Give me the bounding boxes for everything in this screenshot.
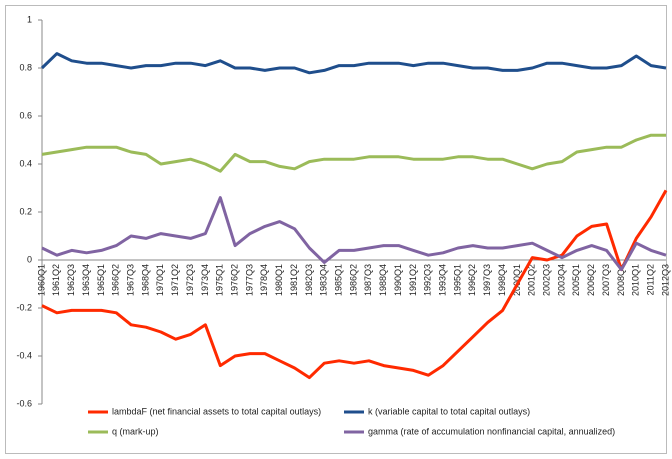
x-tick-label: 1982Q3 (304, 264, 314, 296)
x-tick-label: 1975Q1 (215, 264, 225, 296)
x-tick-label: 2002Q3 (542, 264, 552, 296)
x-tick-label: 2012Q3 (660, 264, 670, 296)
series-line (41, 196, 667, 272)
x-tick-label: 1998Q4 (497, 264, 507, 296)
x-tick-label: 1965Q1 (96, 264, 106, 296)
y-tick-label: 0.4 (19, 158, 32, 168)
x-tick-label: 1980Q1 (274, 264, 284, 296)
x-tick-label: 1967Q3 (126, 264, 136, 296)
y-tick-label: 0.8 (19, 62, 32, 72)
series-line (41, 133, 666, 173)
x-tick-label: 1991Q2 (408, 264, 418, 296)
x-tick-label: 1977Q3 (244, 264, 254, 296)
y-tick-label: 0.2 (19, 206, 32, 216)
x-tick-label: 2000Q1 (512, 264, 522, 296)
x-tick-label: 1972Q3 (185, 264, 195, 296)
series-line (40, 52, 667, 75)
x-tick-label: 1981Q2 (289, 264, 299, 296)
x-tick-label: 1985Q1 (334, 264, 344, 296)
x-tick-label: 1988Q4 (378, 264, 388, 296)
x-tick-label: 1976Q2 (230, 264, 240, 296)
y-tick-label: -0.6 (16, 398, 32, 408)
x-tick-label: 1986Q2 (348, 264, 358, 296)
x-tick-label: 2008Q4 (616, 264, 626, 296)
x-tick-label: 1968Q4 (140, 264, 150, 296)
x-tick-label: 2005Q1 (571, 264, 581, 296)
legend-label: q (mark-up) (112, 426, 159, 436)
x-tick-label: 2011Q2 (646, 264, 656, 295)
x-tick-label: 2003Q4 (556, 264, 566, 296)
x-tick-label: 2007Q3 (601, 264, 611, 296)
y-tick-label: -0.4 (16, 350, 32, 360)
x-tick-label: 1971Q2 (170, 264, 180, 296)
chart-border (5, 5, 667, 454)
x-tick-label: 1987Q3 (363, 264, 373, 296)
series-line (41, 189, 668, 380)
x-tick-label: 2001Q2 (527, 264, 537, 296)
x-tick-label: 1970Q1 (155, 264, 165, 296)
x-tick-label: 1961Q2 (51, 264, 61, 296)
y-tick-label: 0.6 (19, 110, 32, 120)
x-tick-label: 2006Q2 (586, 264, 596, 296)
x-tick-label: 1973Q4 (200, 264, 210, 296)
x-tick-label: 1992Q3 (423, 264, 433, 296)
y-tick-label: -0.2 (16, 302, 32, 312)
x-tick-label: 1962Q3 (66, 264, 76, 296)
x-tick-label: 1995Q1 (452, 264, 462, 296)
x-tick-label: 2010Q1 (631, 264, 641, 296)
x-tick-label: 1978Q4 (259, 264, 269, 296)
x-tick-label: 1966Q2 (111, 264, 121, 296)
legend-label: gamma (rate of accumulation nonfinancial… (368, 426, 615, 436)
x-tick-label: 1997Q3 (482, 264, 492, 296)
legend-label: lambdaF (net financial assets to total c… (112, 406, 321, 416)
y-tick-label: 1 (27, 14, 32, 24)
x-tick-label: 1996Q2 (467, 264, 477, 296)
x-tick-label: 1993Q4 (438, 264, 448, 296)
x-tick-label: 1983Q4 (319, 264, 329, 296)
x-tick-label: 1960Q1 (36, 264, 46, 296)
y-tick-label: 0 (27, 254, 32, 264)
x-tick-label: 1963Q4 (81, 264, 91, 296)
legend-label: k (variable capital to total capital out… (368, 406, 530, 416)
x-tick-label: 1990Q1 (393, 264, 403, 296)
